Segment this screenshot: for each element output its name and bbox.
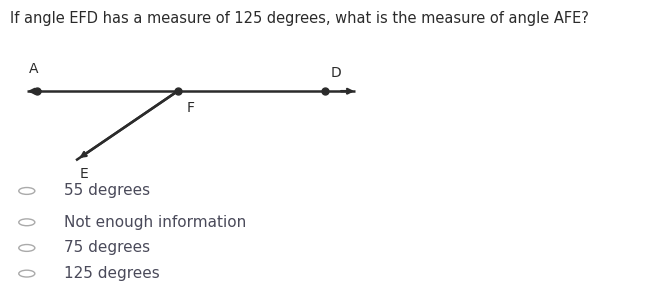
Text: E: E bbox=[80, 167, 88, 181]
Text: A: A bbox=[29, 62, 38, 76]
Text: 55 degrees: 55 degrees bbox=[64, 184, 150, 198]
Text: F: F bbox=[186, 101, 194, 115]
Text: 75 degrees: 75 degrees bbox=[64, 241, 150, 255]
Text: 125 degrees: 125 degrees bbox=[64, 266, 159, 281]
Text: If angle EFD has a measure of 125 degrees, what is the measure of angle AFE?: If angle EFD has a measure of 125 degree… bbox=[10, 11, 589, 27]
Text: D: D bbox=[330, 66, 341, 80]
Text: Not enough information: Not enough information bbox=[64, 215, 246, 230]
